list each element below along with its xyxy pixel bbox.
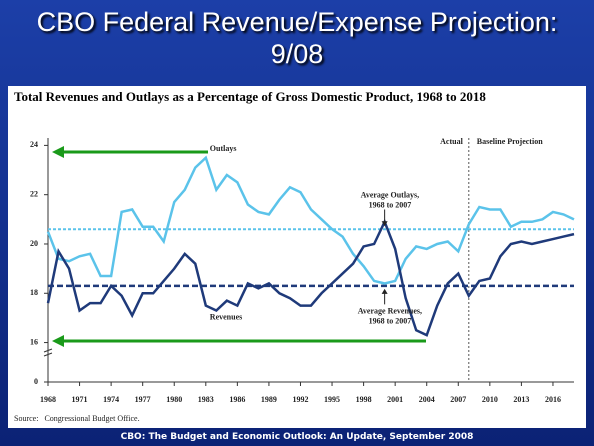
y-tick-label: 18 — [30, 288, 38, 297]
annotation: 1968 to 2007 — [369, 201, 412, 210]
arrowhead — [52, 146, 64, 158]
arrowhead — [381, 221, 388, 227]
x-tick-label: 1992 — [292, 395, 308, 404]
x-tick-label: 2013 — [513, 395, 529, 404]
x-tick-label: 2004 — [419, 395, 435, 404]
chart: 0 16 18 20 22 24 1968 1971 1974 1977 1980 1983 1986 1… — [14, 137, 575, 423]
x-tick-label: 2010 — [482, 395, 498, 404]
x-tick-label: 2001 — [387, 395, 403, 404]
annotation: Average Revenues, — [358, 307, 422, 316]
chart-title: Total Revenues and Outlays as a Percenta… — [14, 89, 486, 104]
x-tick-label: 1986 — [229, 395, 245, 404]
y-tick-label: 0 — [34, 377, 38, 386]
series-line — [46, 218, 575, 337]
y-tick-label: 22 — [30, 190, 38, 199]
annotation: 1968 to 2007 — [369, 317, 412, 326]
x-tick-label: 1980 — [166, 395, 182, 404]
x-tick-label: 1977 — [135, 395, 151, 404]
source-note: Source: Congressional Budget Office. — [14, 414, 140, 423]
x-tick-label: 2016 — [545, 395, 561, 404]
x-tick-label: 1995 — [324, 395, 340, 404]
arrowhead — [381, 288, 388, 294]
y-tick-label: 24 — [30, 140, 38, 149]
series-label: Outlays — [210, 144, 237, 153]
x-tick-label: 1968 — [40, 395, 56, 404]
slide-title: CBO Federal Revenue/Expense Projection: … — [36, 7, 558, 69]
x-tick-label: 1989 — [261, 395, 277, 404]
arrowhead — [52, 335, 64, 347]
series-label: Revenues — [210, 313, 242, 322]
x-tick-label: 1974 — [103, 395, 119, 404]
x-tick-label: 1983 — [198, 395, 214, 404]
series-line — [46, 155, 575, 285]
annotation: Average Outlays, — [361, 191, 420, 200]
y-tick-label: 20 — [30, 239, 38, 248]
x-tick-label: 1998 — [356, 395, 372, 404]
caption: CBO: The Budget and Economic Outlook: An… — [120, 432, 474, 442]
x-tick-label: 1971 — [72, 395, 88, 404]
x-tick-label: 2007 — [450, 395, 466, 404]
actual-label: Actual — [440, 137, 463, 146]
projection-label: Baseline Projection — [477, 137, 543, 146]
y-tick-label: 16 — [30, 337, 38, 346]
axis-break — [43, 348, 53, 357]
chart-panel: 0 16 18 20 22 24 1968 1971 1974 1977 1980 1983 1986 1… — [8, 86, 586, 428]
